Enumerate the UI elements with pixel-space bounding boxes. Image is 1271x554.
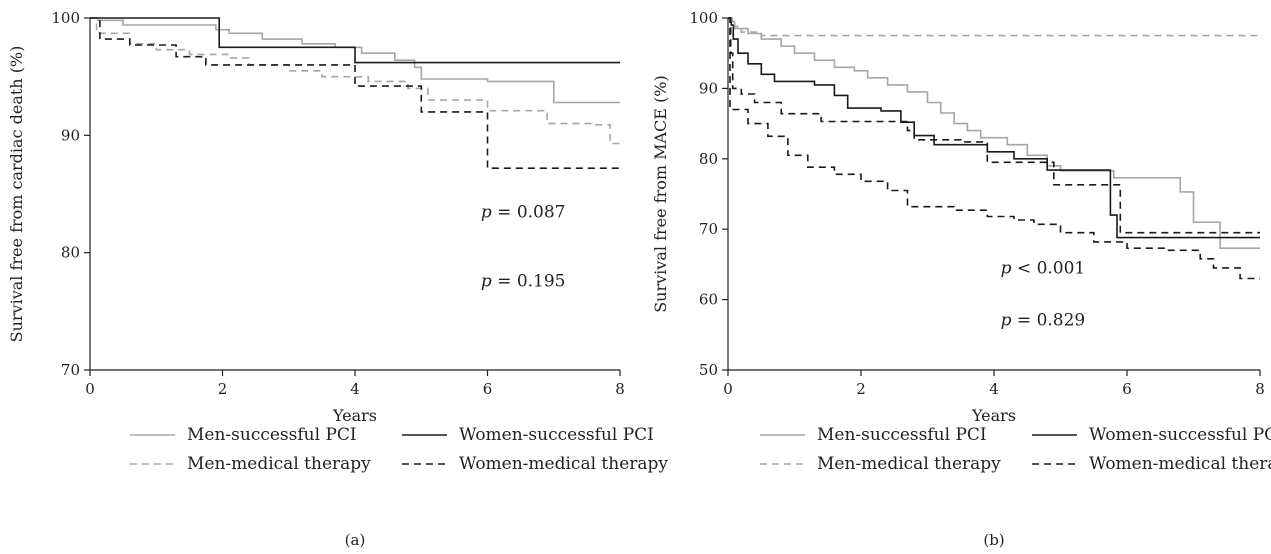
x-tick-label: 8 (1255, 380, 1265, 398)
p-value-annotation: p = 0.829 (1001, 311, 1086, 331)
panel-label: (b) (983, 531, 1004, 549)
panel-label: (a) (345, 531, 366, 549)
y-tick-label: 100 (689, 9, 718, 27)
series-line-3 (90, 17, 620, 169)
legend-label: Men-successful PCI (187, 425, 357, 445)
series-line-3 (728, 17, 1260, 234)
x-tick-label: 0 (723, 380, 733, 398)
y-tick-label: 50 (699, 361, 718, 379)
y-tick-label: 90 (61, 126, 80, 144)
y-tick-label: 80 (699, 150, 718, 168)
y-tick-label: 80 (61, 244, 80, 262)
p-value-annotation: p = 0.195 (481, 272, 566, 292)
y-tick-label: 70 (61, 361, 80, 379)
legend-label: Men-medical therapy (187, 454, 371, 474)
legend-label: Men-medical therapy (817, 454, 1001, 474)
panel-a-chart: 70 80 90 100 0 2 4 6 8 Years Survival free from ca… (7, 9, 668, 549)
y-tick-label: 100 (51, 9, 80, 27)
legend-label: Women-medical therapy (1089, 454, 1271, 474)
series-line-2 (728, 17, 1260, 37)
legend-label: Women-successful PCI (459, 425, 654, 445)
x-axis-label: Years (971, 406, 1016, 425)
legend-label: Women-medical therapy (459, 454, 668, 474)
series-line-4 (728, 17, 1260, 280)
x-tick-label: 8 (615, 380, 625, 398)
x-tick-label: 6 (483, 380, 493, 398)
x-tick-label: 0 (85, 380, 95, 398)
panel-b-chart: 50 60 70 80 90 100 0 2 4 6 8 Years Survival free fro… (651, 9, 1271, 549)
x-axis-label: Years (332, 406, 377, 425)
x-tick-label: 6 (1122, 380, 1132, 398)
series-line-0 (728, 17, 1260, 249)
y-tick-label: 70 (699, 220, 718, 238)
legend-label: Women-successful PCI (1089, 425, 1271, 445)
y-axis-label: Survival free from MACE (%) (651, 75, 670, 313)
x-tick-label: 4 (350, 380, 360, 398)
x-tick-label: 2 (218, 380, 228, 398)
y-tick-label: 60 (699, 291, 718, 309)
y-tick-label: 90 (699, 79, 718, 97)
series-line-0 (90, 17, 620, 104)
p-value-annotation: p < 0.001 (1001, 259, 1086, 279)
p-value-annotation: p = 0.087 (481, 202, 566, 222)
legend-label: Men-successful PCI (817, 425, 987, 445)
x-tick-label: 2 (856, 380, 866, 398)
y-axis-label: Survival free from cardiac death (%) (7, 46, 26, 343)
x-tick-label: 4 (989, 380, 999, 398)
series-line-1 (90, 17, 620, 64)
series-line-1 (728, 17, 1260, 239)
